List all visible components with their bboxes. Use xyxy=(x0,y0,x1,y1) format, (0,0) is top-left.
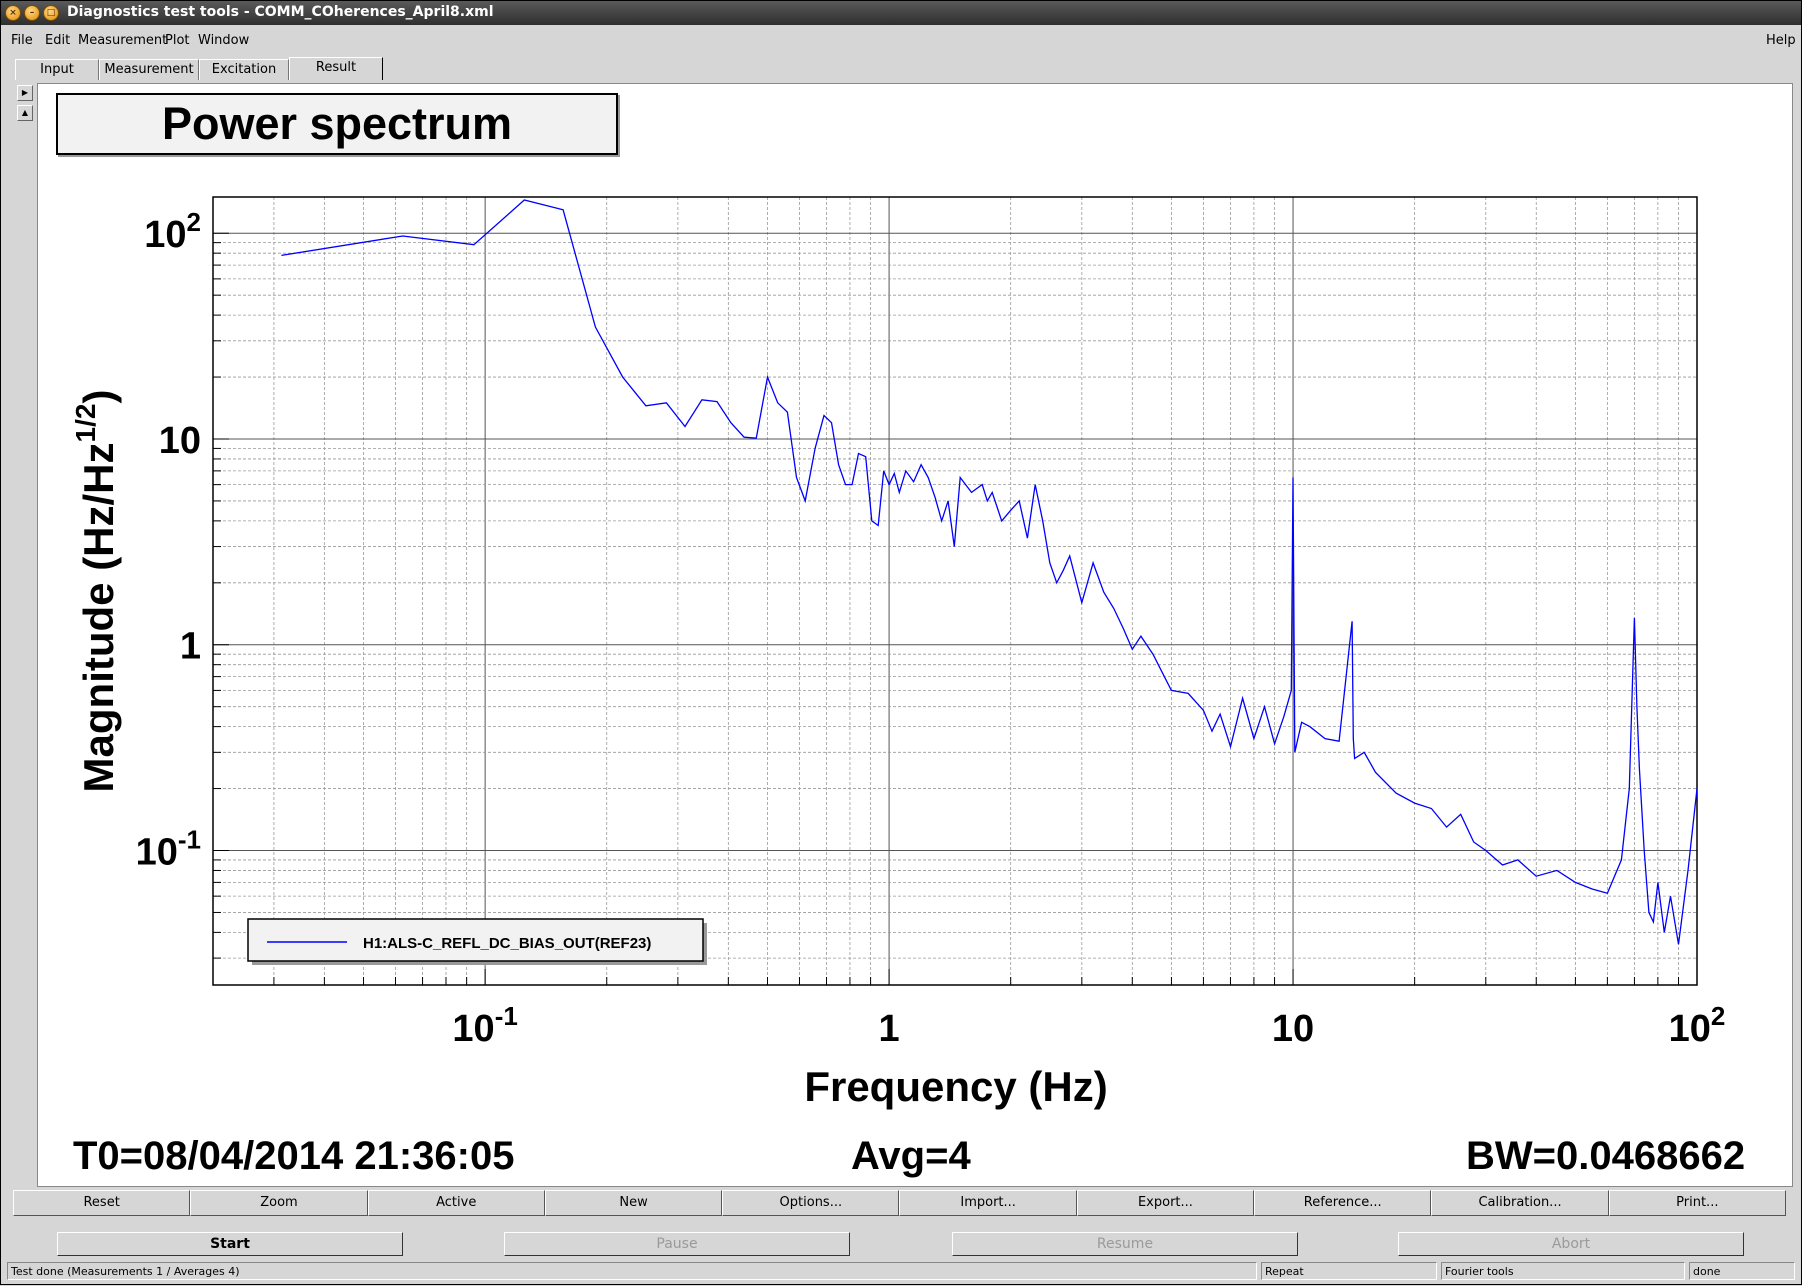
plot-toolbar: Reset Zoom Active New Options... Import.… xyxy=(13,1190,1786,1216)
menu-file[interactable]: File xyxy=(11,33,33,48)
reference-button[interactable]: Reference... xyxy=(1254,1190,1432,1216)
active-button[interactable]: Active xyxy=(367,1190,545,1216)
print-button[interactable]: Print... xyxy=(1608,1190,1786,1216)
plot-pane xyxy=(37,83,1793,1187)
t0-label: T0=08/04/2014 21:36:05 xyxy=(73,1134,515,1178)
window-title: Diagnostics test tools - COMM_COherences… xyxy=(67,4,494,20)
avg-label: Avg=4 xyxy=(851,1134,971,1178)
x-axis-label: Frequency (Hz) xyxy=(804,1063,1107,1110)
export-button[interactable]: Export... xyxy=(1076,1190,1255,1216)
legend-frame xyxy=(247,918,704,962)
measurement-controls: Start Pause Resume Abort xyxy=(1,1232,1801,1256)
y-tick-labels: 102 10 1 10-1 xyxy=(136,207,201,873)
y-axis-label: Magnitude (Hz/Hz1/2) xyxy=(70,390,122,793)
import-button[interactable]: Import... xyxy=(899,1190,1077,1216)
plot-title: Power spectrum xyxy=(56,93,618,155)
y-tick-label: 10 xyxy=(159,420,201,462)
legend-entry: H1:ALS-C_REFL_DC_BIAS_OUT(REF23) xyxy=(363,935,651,952)
tab-result[interactable]: Result xyxy=(289,57,383,80)
series-line xyxy=(281,199,1698,945)
pane-arrows: ▶ ▲ xyxy=(17,85,33,125)
x-tick-labels: 10-1 1 10 102 xyxy=(452,1001,1725,1050)
status-repeat: Repeat xyxy=(1261,1262,1437,1280)
tab-measurement[interactable]: Measurement xyxy=(99,59,199,80)
menu-window[interactable]: Window xyxy=(198,33,250,48)
menu-bar: File Edit Measurement Plot Window Help xyxy=(1,29,1801,53)
menu-plot[interactable]: Plot xyxy=(165,33,190,48)
y-tick-label: 1 xyxy=(180,626,201,668)
new-button[interactable]: New xyxy=(544,1190,723,1216)
options-button[interactable]: Options... xyxy=(722,1190,900,1216)
start-button[interactable]: Start xyxy=(57,1232,403,1256)
abort-button[interactable]: Abort xyxy=(1398,1232,1744,1256)
y-tick-label: 10-1 xyxy=(136,825,201,874)
y-axis-label-end: ) xyxy=(75,390,122,404)
resume-button[interactable]: Resume xyxy=(952,1232,1298,1256)
calibration-button[interactable]: Calibration... xyxy=(1431,1190,1609,1216)
close-icon[interactable]: × xyxy=(5,5,21,21)
menu-measurement[interactable]: Measurement xyxy=(78,33,168,48)
title-bar: × – □ Diagnostics test tools - COMM_COhe… xyxy=(1,1,1801,25)
tab-excitation[interactable]: Excitation xyxy=(199,59,289,80)
zoom-button[interactable]: Zoom xyxy=(190,1190,368,1216)
x-tick-label: 1 xyxy=(879,1008,900,1050)
window-buttons: × – □ xyxy=(5,5,59,21)
status-tools: Fourier tools xyxy=(1441,1262,1685,1280)
maximize-icon[interactable]: □ xyxy=(43,5,59,21)
pause-button[interactable]: Pause xyxy=(504,1232,850,1256)
y-tick-label: 102 xyxy=(144,207,201,256)
arrow-up-icon[interactable]: ▲ xyxy=(17,105,33,121)
chart-grid xyxy=(213,197,1697,985)
status-message: Test done (Measurements 1 / Averages 4) xyxy=(7,1262,1257,1280)
menu-edit[interactable]: Edit xyxy=(45,33,71,48)
status-state: done xyxy=(1689,1262,1795,1280)
bw-label: BW=0.0468662 xyxy=(1466,1134,1746,1178)
y-axis-label-main: Magnitude (Hz/Hz xyxy=(75,442,122,792)
legend-box: H1:ALS-C_REFL_DC_BIAS_OUT(REF23) xyxy=(247,918,707,965)
arrow-right-icon[interactable]: ▶ xyxy=(17,85,33,101)
x-tick-label: 10 xyxy=(1272,1008,1314,1050)
tab-input[interactable]: Input xyxy=(15,59,99,80)
minimize-icon[interactable]: – xyxy=(24,5,40,21)
reset-button[interactable]: Reset xyxy=(13,1190,191,1216)
y-axis-label-sup: 1/2 xyxy=(70,404,101,443)
x-tick-label: 102 xyxy=(1669,1001,1726,1050)
x-tick-label: 10-1 xyxy=(452,1001,517,1050)
menu-help[interactable]: Help xyxy=(1766,33,1796,48)
plot-frame xyxy=(212,196,1698,986)
